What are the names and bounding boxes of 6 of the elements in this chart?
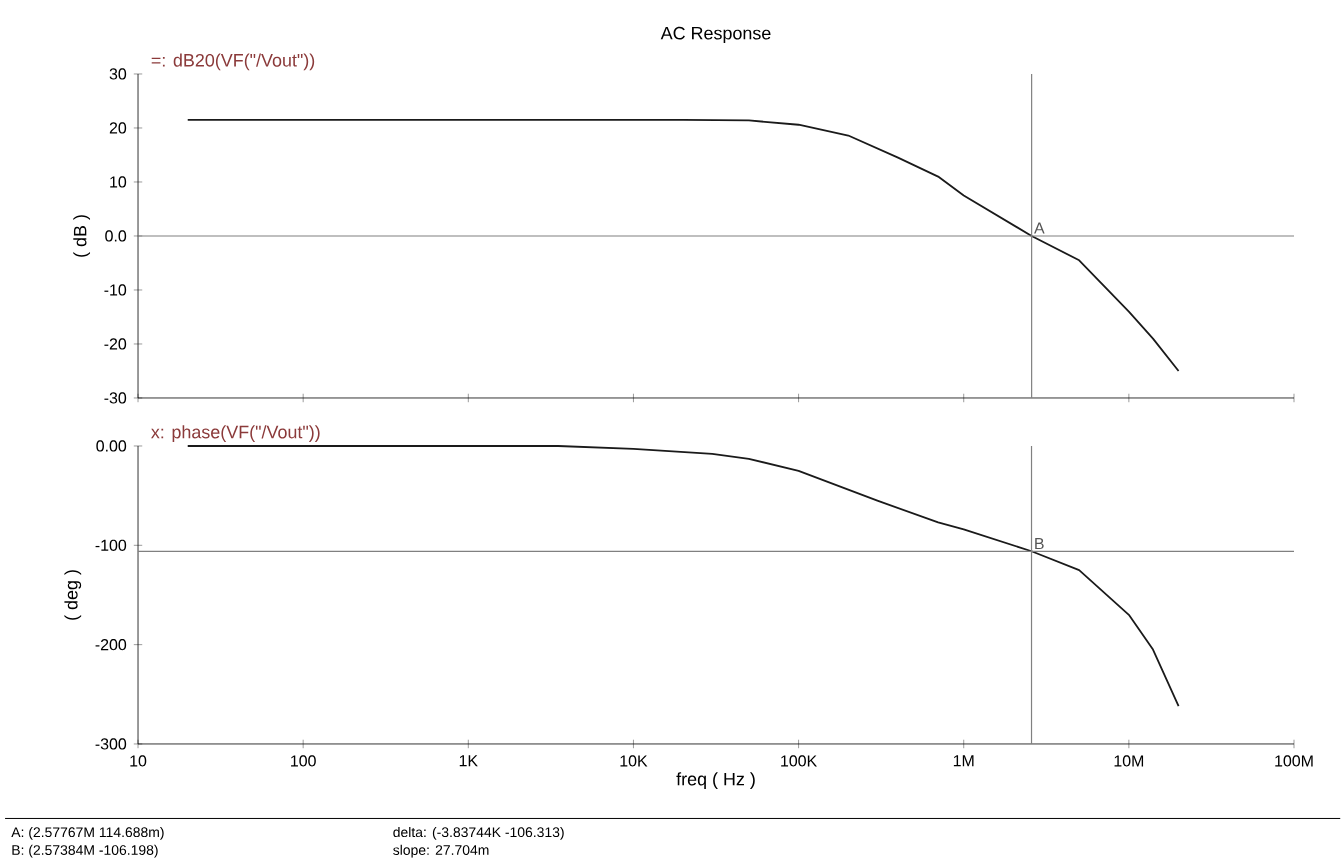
y-axis-title: ( dB ) [73, 215, 91, 257]
text: =: dB20(VF("/Vout")) [151, 53, 315, 71]
x-axis-title: freq ( Hz ) [676, 772, 755, 790]
chart-title: AC Response [660, 26, 771, 44]
series-label: x: phase(VF("/Vout")) [151, 425, 320, 443]
y-axis-title: ( deg ) [64, 570, 82, 620]
